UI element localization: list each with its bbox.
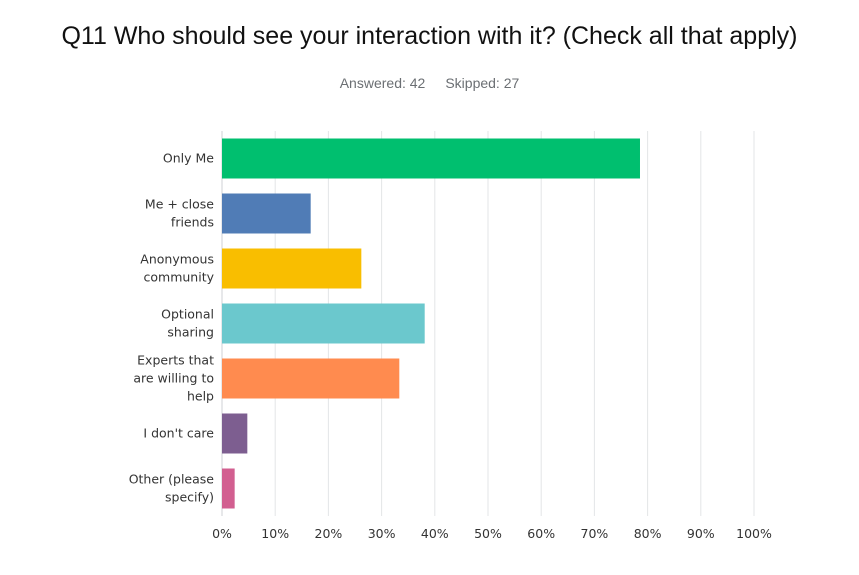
bars [222,138,640,509]
x-tick-label: 100% [736,526,772,541]
skipped-count: Skipped: 27 [445,75,520,91]
category-label: I don't care [143,426,214,441]
x-tick-label: 60% [527,526,555,541]
x-tick-label: 50% [474,526,502,541]
bar[interactable] [222,413,248,454]
bar[interactable] [222,138,640,179]
chart-title: Q11 Who should see your interaction with… [61,22,798,50]
category-label: Experts that are willing to help [133,353,214,404]
bar[interactable] [222,358,400,399]
x-tick-label: 70% [581,526,609,541]
bar[interactable] [222,248,362,289]
bar[interactable] [222,193,311,234]
x-tick-label: 20% [315,526,343,541]
answered-count: Answered: 42 [339,75,426,91]
category-labels: Only Me Me + close friends Anonymous communi… [129,151,215,505]
x-tick-label: 90% [687,526,715,541]
category-label: Other (please specify) [129,472,215,505]
bar[interactable] [222,303,425,344]
category-label: Optional sharing [161,307,214,340]
x-axis-ticks: 0% 10% 20% 30% 40% 50% 60% 70% 80% 90% 100% [212,526,772,541]
x-tick-label: 80% [634,526,662,541]
response-stats: Answered: 42 Skipped: 27 [0,75,859,91]
category-label: Only Me [163,151,214,166]
category-label: Anonymous community [140,252,214,285]
x-tick-label: 10% [261,526,289,541]
x-tick-label: 0% [212,526,232,541]
x-tick-label: 40% [421,526,449,541]
category-label: Me + close friends [145,197,214,230]
bar[interactable] [222,468,235,509]
x-tick-label: 30% [368,526,396,541]
